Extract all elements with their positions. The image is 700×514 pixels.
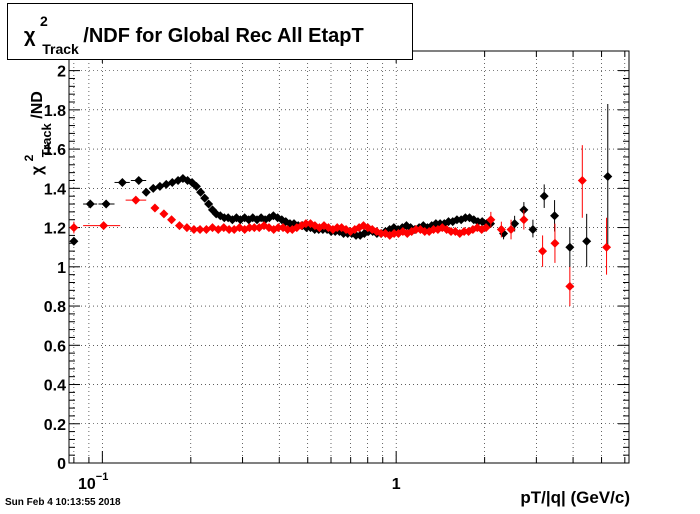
data-point (134, 175, 144, 185)
y-tick-label: 0.8 (44, 299, 66, 316)
data-point (510, 219, 520, 229)
y-tick-labels: 0 0.2 0.4 0.6 0.8 1 1.2 1.4 1.6 1.8 2 (44, 64, 66, 473)
data-point (565, 281, 575, 291)
data-point (550, 211, 560, 221)
title-chi: χ (24, 25, 36, 47)
y-tick-label: 1.8 (44, 103, 66, 120)
data-point (174, 221, 184, 231)
data-point (249, 223, 259, 233)
y-tick-label: 0.6 (44, 338, 66, 355)
data-point (191, 181, 201, 191)
chart-title-box: χ 2 Track /NDF for Global Rec All EtapT (7, 3, 413, 60)
data-point (283, 225, 293, 235)
y-tick-label: 1.4 (44, 181, 66, 198)
y-title-sub: Track (39, 122, 54, 157)
y-title-sup: 2 (22, 154, 36, 161)
data-point (539, 191, 549, 201)
data-point (538, 246, 548, 256)
title-rest: /NDF for Global Rec All EtapT (83, 25, 363, 47)
data-point (101, 199, 111, 209)
data-point (141, 187, 151, 197)
data-point (99, 221, 109, 231)
title-sup: 2 (40, 13, 48, 29)
axes (68, 50, 630, 464)
data-point (506, 225, 516, 235)
data-point (69, 223, 79, 233)
series-2 (69, 145, 612, 307)
data-point (550, 238, 560, 248)
data-point (69, 236, 79, 246)
plot-frame (68, 50, 630, 464)
data-point (273, 223, 283, 233)
data-point (204, 199, 214, 209)
data-point (182, 223, 192, 233)
data-point (519, 215, 529, 225)
data-point (603, 172, 613, 182)
y-axis-title: χ 2 Track /ND (20, 91, 55, 175)
y-tick-label: 1 (57, 260, 66, 277)
y-tick-label: 0 (57, 456, 66, 473)
y-tick-label: 0.4 (44, 378, 66, 395)
data-point (200, 193, 210, 203)
data-point (131, 195, 141, 205)
data-point (148, 183, 158, 193)
data-points (69, 103, 613, 307)
data-point (582, 236, 592, 246)
data-point (189, 225, 199, 235)
x-tick-labels: 10−1 1 (78, 471, 401, 493)
svg-text:χ 2 Track /N: χ 2 Track /ND (20, 91, 55, 175)
data-point (224, 225, 234, 235)
data-point (565, 242, 575, 252)
y-tick-label: 2 (57, 64, 66, 81)
data-point (602, 242, 612, 252)
data-point (167, 215, 177, 225)
data-point (196, 187, 206, 197)
data-point (117, 177, 127, 187)
data-point (85, 199, 95, 209)
data-point (245, 223, 255, 233)
data-point (301, 219, 311, 229)
x-tick-label: 10−1 (78, 471, 108, 493)
y-tick-label: 0.2 (44, 417, 66, 434)
timestamp: Sun Feb 4 10:13:55 2018 (5, 497, 121, 508)
grid-lines (69, 51, 629, 464)
series-1 (69, 103, 613, 267)
data-point (150, 203, 160, 213)
chart-title: χ 2 Track /NDF for Global Rec All EtapT (24, 13, 364, 58)
data-point (159, 209, 169, 219)
data-point (486, 215, 496, 225)
x-tick-label: 1 (392, 476, 401, 493)
y-title-rest: /ND (29, 91, 46, 119)
data-point (577, 175, 587, 185)
y-tick-label: 1.2 (44, 221, 66, 238)
y-tick-label: 1.6 (44, 142, 66, 159)
data-point (496, 225, 506, 235)
data-point (195, 225, 205, 235)
x-axis-title: pT/|q| (GeV/c) (520, 488, 630, 507)
y-title-chi: χ (29, 165, 46, 175)
title-sub: Track (42, 41, 79, 57)
data-point (528, 225, 538, 235)
data-point (481, 223, 491, 233)
